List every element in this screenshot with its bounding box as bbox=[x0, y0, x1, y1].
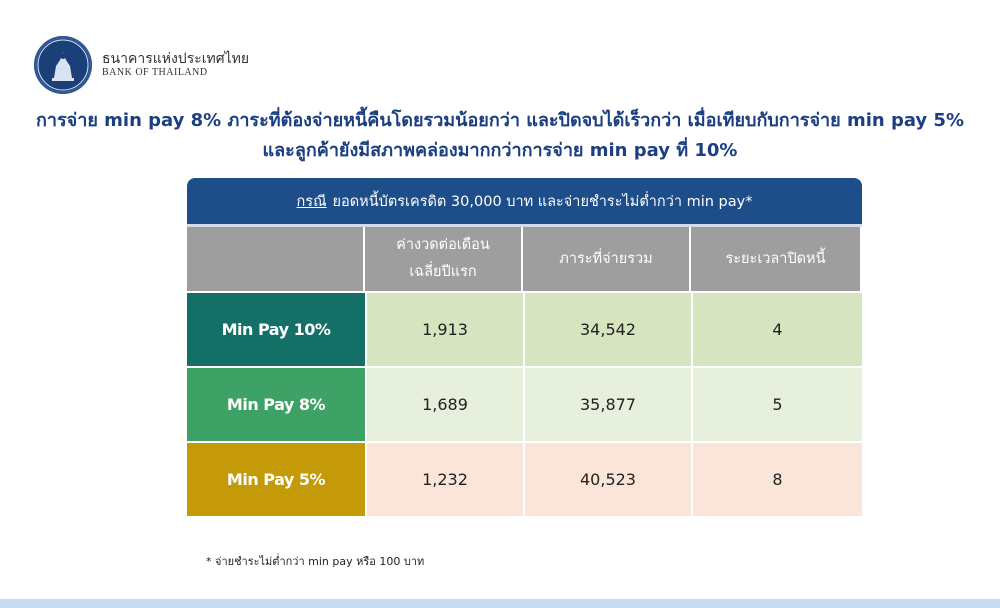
row-8-years: 5 bbox=[691, 368, 862, 443]
footnote: * จ่ายชำระไม่ต่ำกว่า min pay หรือ 100 บา… bbox=[206, 555, 425, 568]
headline-line-2: และลูกค้ายังมีสภาพคล่องมากกว่าการจ่าย mi… bbox=[262, 140, 738, 161]
header-total: ภาระที่จ่ายรวม bbox=[523, 227, 691, 293]
header-monthly-line-1: ค่างวดต่อเดือน bbox=[396, 237, 490, 253]
row-5-years: 8 bbox=[691, 443, 862, 518]
org-name-en: BANK OF THAILAND bbox=[102, 67, 208, 79]
header-empty bbox=[187, 227, 365, 293]
row-label-minpay-5: Min Pay 5% bbox=[187, 443, 365, 518]
banner-case-label: กรณี bbox=[296, 193, 327, 210]
row-5-total: 40,523 bbox=[523, 443, 691, 518]
header-monthly-line-2: เฉลี่ยปีแรก bbox=[409, 264, 477, 280]
row-label-minpay-8: Min Pay 8% bbox=[187, 368, 365, 443]
header-duration: ระยะเวลาปิดหนี้ bbox=[691, 227, 862, 293]
row-8-monthly: 1,689 bbox=[365, 368, 523, 443]
bot-seal-icon bbox=[34, 36, 92, 94]
headline: การจ่าย min pay 8% ภาระที่ต้องจ่ายหนี้คื… bbox=[0, 106, 1000, 166]
bot-logo: ธนาคารแห่งประเทศไทย BANK OF THAILAND bbox=[34, 36, 249, 94]
headline-line-1: การจ่าย min pay 8% ภาระที่ต้องจ่ายหนี้คื… bbox=[36, 110, 964, 131]
row-label-minpay-10: Min Pay 10% bbox=[187, 293, 365, 368]
org-name: ธนาคารแห่งประเทศไทย BANK OF THAILAND bbox=[102, 51, 249, 79]
banner-text: ยอดหนี้บัตรเครดิต 30,000 บาท และจ่ายชำระ… bbox=[332, 193, 753, 210]
row-5-monthly: 1,232 bbox=[365, 443, 523, 518]
row-8-total: 35,877 bbox=[523, 368, 691, 443]
table-banner: กรณี ยอดหนี้บัตรเครดิต 30,000 บาท และจ่า… bbox=[187, 178, 862, 227]
header-monthly: ค่างวดต่อเดือน เฉลี่ยปีแรก bbox=[365, 227, 523, 293]
table-grid: ค่างวดต่อเดือน เฉลี่ยปีแรก ภาระที่จ่ายรว… bbox=[187, 227, 862, 518]
row-10-years: 4 bbox=[691, 293, 862, 368]
org-name-th: ธนาคารแห่งประเทศไทย bbox=[102, 51, 250, 68]
comparison-table: กรณี ยอดหนี้บัตรเครดิต 30,000 บาท และจ่า… bbox=[187, 178, 862, 518]
row-10-total: 34,542 bbox=[523, 293, 691, 368]
bottom-band bbox=[0, 599, 1000, 608]
row-10-monthly: 1,913 bbox=[365, 293, 523, 368]
